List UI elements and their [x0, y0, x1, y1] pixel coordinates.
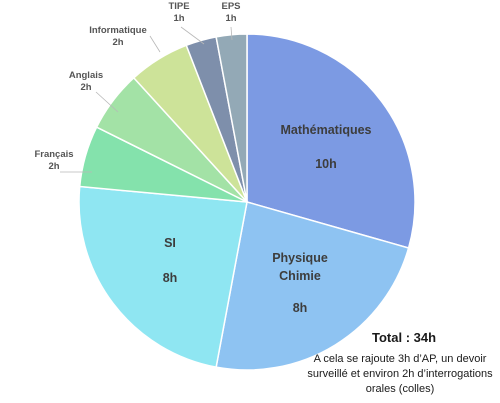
pie-slice-si [78, 185, 248, 369]
pie-slice-physique-chimie [215, 201, 410, 371]
slice-value-physique-chimie: 8h [293, 301, 308, 315]
leader-line-eps [230, 26, 233, 41]
note-annotation: A cela se rajoute 3h d’AP, un devoir sur… [307, 353, 493, 395]
slice-value-anglais: 2h [80, 82, 91, 93]
slice-value-si: 8h [163, 271, 178, 285]
slice-value-eps: 1h [225, 13, 236, 24]
pie-slice-mathematiques [246, 33, 416, 249]
slice-label-informatique: Informatique [89, 25, 147, 36]
leader-line-anglais [95, 91, 119, 113]
leader-line-tipe [180, 26, 205, 45]
slice-label-eps: EPS [221, 1, 240, 12]
slice-value-tipe: 1h [173, 13, 184, 24]
pie-slices [78, 33, 416, 371]
slice-label-tipe: TIPE [168, 1, 189, 12]
slice-value-mathematiques: 10h [315, 157, 337, 171]
slice-label-physique-chimie: Physique Chimie [272, 251, 328, 283]
slice-value-informatique: 2h [112, 37, 123, 48]
pie-labels: Mathématiques 10h Physique Chimie 8h SI 8h Fran… [34, 1, 371, 315]
slice-label-francais: Français [34, 149, 73, 160]
slice-value-francais: 2h [48, 161, 59, 172]
slice-label-si: SI [164, 236, 176, 250]
leader-line-informatique [149, 35, 161, 53]
slice-label-anglais: Anglais [69, 70, 103, 81]
total-annotation: Total : 34h [372, 330, 437, 345]
slice-label-mathematiques: Mathématiques [281, 123, 372, 137]
